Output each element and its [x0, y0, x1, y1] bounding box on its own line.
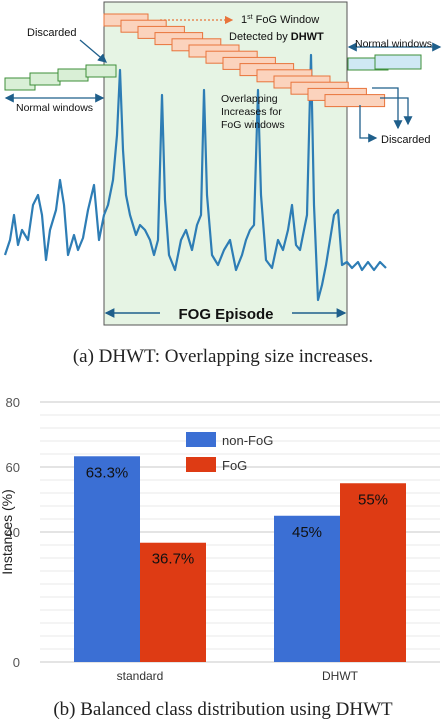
- y-axis-label: Instances (%): [0, 489, 15, 575]
- data-label: 36.7%: [152, 551, 195, 568]
- fog-windows: [103, 13, 386, 108]
- data-label: 63.3%: [86, 464, 129, 481]
- first-fog-window-label: 1st FoG Window: [241, 14, 319, 26]
- bar-non-fog: [74, 456, 140, 662]
- normal-windows-right-label: Normal windows: [355, 38, 432, 50]
- discarded-left-label: Discarded: [27, 27, 77, 39]
- legend-label-non-fog: non-FoG: [222, 433, 273, 448]
- detected-by-label: Detected by DHWT: [229, 31, 324, 43]
- y-tick-label: 40: [6, 525, 20, 540]
- y-tick-label: 0: [13, 655, 20, 670]
- fog-window-diagram: Discarded 1st FoG Window Detected by DHW…: [3, 1, 442, 326]
- figure-a: Discarded 1st FoG Window Detected by DHW…: [0, 0, 446, 340]
- data-label: 45%: [292, 524, 322, 541]
- figure-b: 0 40 60 80 Instances (%) 63.3% 36.7% standard 45…: [0, 392, 446, 683]
- normal-windows-left: [4, 64, 117, 91]
- diagram-arrows: [4, 15, 442, 318]
- caption-b: (b) Balanced class distribution using DH…: [53, 699, 393, 720]
- x-tick-label: standard: [117, 669, 164, 682]
- y-tick-label: 60: [6, 460, 20, 475]
- bar-fog: [340, 483, 406, 662]
- legend-swatch-non-fog: [186, 432, 216, 447]
- normal-windows-left-label: Normal windows: [16, 102, 93, 114]
- legend-label-fog: FoG: [222, 458, 247, 473]
- legend-swatch-fog: [186, 457, 216, 472]
- x-tick-label: DHWT: [322, 669, 359, 682]
- overlapping-label-2: Increases for: [221, 106, 282, 118]
- overlapping-label-1: Overlapping: [221, 93, 278, 105]
- discarded-right-label: Discarded: [381, 134, 431, 146]
- normal-windows-right: [347, 54, 422, 71]
- caption-a: (a) DHWT: Overlapping size increases.: [72, 346, 374, 367]
- class-distribution-chart: 0 40 60 80 Instances (%) 63.3% 36.7% standard 45…: [0, 395, 440, 683]
- data-label: 55%: [358, 491, 388, 508]
- bar-fog: [140, 542, 206, 662]
- fog-episode-label: FOG Episode: [178, 306, 273, 323]
- sensor-signal-line: [3, 53, 387, 302]
- bar-non-fog: [274, 515, 340, 662]
- y-tick-label: 80: [6, 395, 20, 410]
- overlapping-label-3: FoG windows: [221, 119, 285, 131]
- fog-window: [324, 94, 386, 108]
